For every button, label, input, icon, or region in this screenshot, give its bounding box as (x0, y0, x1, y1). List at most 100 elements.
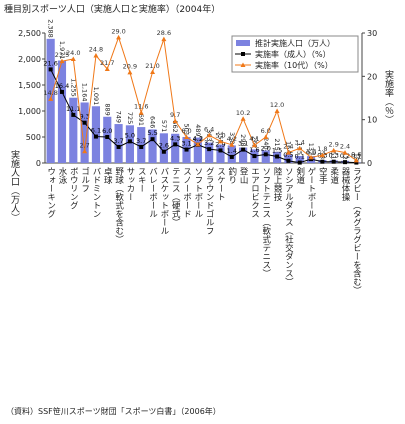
line (50, 35, 357, 161)
point-value-label: 10.2 (236, 109, 250, 117)
point-value-label: 21.6 (43, 59, 57, 67)
y-tick-label: 2,500 (18, 29, 41, 38)
point (48, 67, 53, 72)
bar (80, 102, 89, 163)
point (127, 139, 132, 144)
x-tick-label: 器械体操 (340, 167, 350, 202)
point-value-label: 0.6 (351, 150, 361, 158)
bar-value-label: 355 (216, 131, 224, 143)
legend-swatch (236, 40, 250, 46)
point (161, 149, 166, 154)
point-value-label: 2.4 (340, 143, 350, 151)
point-value-label: 2.9 (329, 140, 339, 148)
point (93, 134, 98, 139)
x-tick-label: 陸上競技 (272, 166, 282, 202)
bar-value-label: 262 (250, 136, 258, 148)
bar-value-label: 489 (194, 124, 202, 136)
x-tick-label: 卓球 (102, 166, 112, 184)
point (138, 110, 144, 115)
bar (46, 38, 55, 163)
bar (216, 144, 225, 163)
x-tick-label: 水泳 (57, 166, 67, 185)
x-tick-label: グラウンドゴルフ (204, 167, 214, 235)
bar (193, 137, 202, 163)
point (105, 135, 110, 139)
bar-value-label: 2,388 (47, 19, 55, 38)
bar (239, 147, 248, 163)
y2-tick-label: 10 (367, 116, 377, 125)
bar (227, 145, 236, 163)
point-value-label: 2.6 (159, 142, 169, 150)
point-value-label: 0.1 (295, 153, 305, 161)
point (71, 112, 76, 117)
point (150, 137, 155, 142)
point (104, 66, 110, 71)
bar (69, 97, 78, 163)
bar-value-label: 725 (126, 112, 134, 124)
bar-value-label: 1,091 (92, 87, 100, 106)
point (161, 36, 167, 42)
bar-value-label: 691 (137, 114, 145, 126)
point-value-label: 6.1 (91, 127, 101, 135)
point-value-label: 5.0 (215, 131, 225, 139)
bar (57, 60, 67, 164)
point (93, 53, 99, 58)
x-tick-label: バドミントン (91, 167, 101, 218)
bar-value-label: 571 (160, 120, 168, 132)
bar-value-label: 1,255 (69, 78, 77, 97)
x-tick-label: サッカー (125, 167, 135, 201)
x-tick-label: ウォーキング (46, 167, 56, 218)
bar-value-label: 42 (341, 152, 349, 160)
point (195, 141, 201, 147)
point (331, 147, 337, 153)
x-tick-label: バスケットボール (159, 167, 169, 235)
point-value-label: 2.9 (215, 140, 225, 148)
bar-value-label: 240 (262, 137, 270, 149)
point-value-label: 9.7 (170, 111, 180, 119)
y2-tick-label: 20 (367, 72, 377, 81)
bar-value-label: 646 (149, 116, 157, 128)
point-value-label: 6.0 (181, 127, 191, 135)
point-value-label: 0.9 (306, 149, 316, 157)
point (229, 142, 235, 147)
point (263, 134, 269, 139)
point-value-label: 6.0 (102, 127, 112, 135)
x-tick-label: ゴルフ (80, 166, 90, 192)
bar (284, 154, 293, 163)
point-value-label: 3.7 (136, 137, 146, 145)
y-tick-label: 500 (26, 133, 41, 142)
bar-value-label: 562 (171, 120, 179, 132)
x-tick-label: ボウリング (68, 167, 78, 210)
point (229, 154, 234, 159)
source-note: （資料）SSF笹川スポーツ財団「スポーツ白書」（2006年） (6, 406, 221, 416)
point-value-label: 0.2 (340, 152, 350, 160)
point-value-label: 6.0 (261, 127, 271, 135)
point (343, 160, 348, 165)
point-value-label: 3.4 (295, 138, 305, 146)
point-value-label: 11.6 (134, 103, 148, 111)
point (319, 152, 325, 158)
point-value-label: 11.1 (66, 105, 80, 113)
point-value-label: 9.3 (79, 113, 89, 121)
bar (114, 124, 123, 163)
x-tick-label: 登山 (238, 166, 248, 185)
point (70, 56, 76, 61)
point-value-label: 1.5 (272, 147, 282, 155)
point-value-label: 24.8 (89, 46, 103, 54)
point (172, 118, 178, 123)
y-tick-label: 0 (36, 159, 41, 168)
point (217, 138, 223, 144)
y2-tick-label: 0 (367, 159, 372, 168)
y-tick-label: 1,000 (18, 107, 41, 116)
point (342, 150, 348, 155)
point-value-label: 29.0 (111, 27, 125, 35)
y2-axis-label: 実施率（％） (383, 69, 394, 124)
bar-value-label: 18 (352, 153, 360, 161)
bar-value-label: 215 (273, 138, 281, 150)
point-value-label: 14.8 (43, 89, 57, 97)
line (50, 69, 357, 164)
point-value-label: 5.0 (125, 131, 135, 139)
point-value-label: 21.0 (145, 62, 159, 70)
legend-label: 実施率（10代）（%） (255, 60, 333, 70)
